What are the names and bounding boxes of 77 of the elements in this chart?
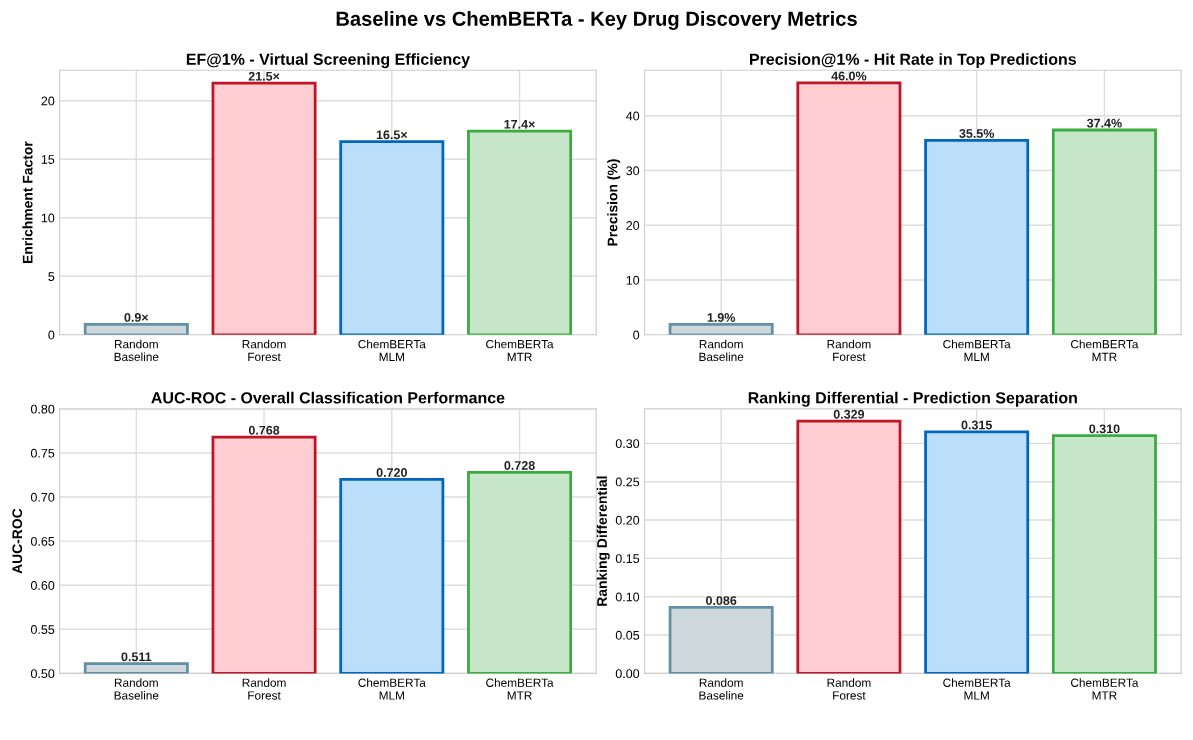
x-tick-label: Random Forest xyxy=(242,339,286,362)
x-tick-label: Random Forest xyxy=(827,678,871,700)
data-label: 46.0% xyxy=(831,71,867,81)
data-label: 0.720 xyxy=(376,468,407,477)
y-tick-label: 0.15 xyxy=(615,554,640,564)
bar xyxy=(339,140,445,335)
x-tick-label: ChemBERTa MLM xyxy=(943,678,1011,700)
bar xyxy=(924,430,1030,674)
data-label: 0.9× xyxy=(124,312,149,322)
data-label: 17.4× xyxy=(504,119,535,129)
chart-subtitle: Ranking Differential - Prediction Separation xyxy=(748,391,1077,407)
bar xyxy=(1051,128,1157,335)
y-axis-title: Enrichment Factor xyxy=(22,141,33,263)
data-label: 0.768 xyxy=(248,425,280,435)
y-tick-label: 10 xyxy=(626,275,640,285)
data-label: 1.9% xyxy=(707,313,736,322)
y-axis-title: Precision (%) xyxy=(607,159,621,246)
data-label: 0.329 xyxy=(833,409,865,419)
data-label: 21.5× xyxy=(248,71,280,81)
y-tick-label: 20 xyxy=(626,221,640,230)
y-tick-label: 0.50 xyxy=(30,669,55,679)
chart-subtitle: AUC-ROC - Overall Classification Performance xyxy=(151,391,505,404)
y-axis-title: Ranking Differential xyxy=(596,476,610,606)
x-tick-label: Random Baseline xyxy=(699,678,744,700)
data-label: 0.315 xyxy=(961,420,992,430)
y-tick-label: 0.60 xyxy=(30,581,55,590)
y-tick-label: 0 xyxy=(633,330,640,340)
bar xyxy=(1051,434,1157,674)
y-tick-label: 0 xyxy=(48,330,55,340)
y-tick-label: 5 xyxy=(48,272,55,281)
bar xyxy=(796,81,902,335)
y-tick-label: 40 xyxy=(626,111,640,121)
data-label: 0.728 xyxy=(504,461,535,470)
y-tick-label: 0.00 xyxy=(615,669,640,679)
y-tick-label: 0.25 xyxy=(615,477,640,487)
x-tick-label: Random Forest xyxy=(827,339,871,362)
y-tick-label: 0.20 xyxy=(615,515,640,525)
y-tick-label: 30 xyxy=(626,166,640,176)
bar xyxy=(796,419,902,674)
data-label: 0.086 xyxy=(706,596,737,605)
bar xyxy=(211,81,317,335)
y-tick-label: 0.70 xyxy=(30,492,55,502)
y-axis-title: AUC-ROC xyxy=(12,508,23,574)
y-tick-label: 0.80 xyxy=(30,404,55,414)
bar xyxy=(467,129,573,335)
x-tick-label: Random Forest xyxy=(242,678,286,700)
x-tick-label: Random Baseline xyxy=(699,339,744,362)
x-tick-label: ChemBERTa MTR xyxy=(1071,678,1139,700)
x-tick-label: ChemBERTa MTR xyxy=(486,678,554,700)
y-tick-label: 0.65 xyxy=(30,536,55,546)
y-tick-label: 0.75 xyxy=(30,448,55,458)
x-tick-label: Random Baseline xyxy=(114,339,159,362)
x-tick-label: ChemBERTa MLM xyxy=(358,339,426,361)
y-tick-label: 10 xyxy=(41,213,55,223)
y-tick-label: 0.30 xyxy=(615,439,640,449)
x-tick-label: ChemBERTa MTR xyxy=(1071,339,1139,361)
x-tick-label: Random Baseline xyxy=(114,678,159,700)
x-tick-label: ChemBERTa MLM xyxy=(358,678,426,700)
y-tick-label: 20 xyxy=(41,96,55,106)
y-tick-label: 15 xyxy=(41,155,55,164)
chart-subtitle: Precision@1% - Hit Rate in Top Predictions xyxy=(750,53,1076,69)
bar xyxy=(668,323,774,335)
x-tick-label: ChemBERTa MTR xyxy=(486,339,554,361)
bar xyxy=(668,606,774,674)
data-label: 37.4% xyxy=(1086,118,1122,128)
chart-subtitle: EF@1% - Virtual Screening Efficiency xyxy=(186,53,470,69)
data-label: 0.511 xyxy=(121,652,152,662)
x-tick-label: ChemBERTa MLM xyxy=(943,339,1011,361)
y-tick-label: 0.55 xyxy=(30,625,55,634)
bar xyxy=(924,139,1030,335)
data-label: 0.310 xyxy=(1089,424,1120,434)
chart-title: Baseline vs ChemBERTa - Key Drug Discovery Metrics xyxy=(336,11,857,30)
y-tick-label: 0.05 xyxy=(615,630,640,640)
data-label: 16.5× xyxy=(376,130,408,140)
data-label: 35.5% xyxy=(959,129,995,138)
y-tick-label: 0.10 xyxy=(615,592,640,602)
bar xyxy=(83,322,189,335)
